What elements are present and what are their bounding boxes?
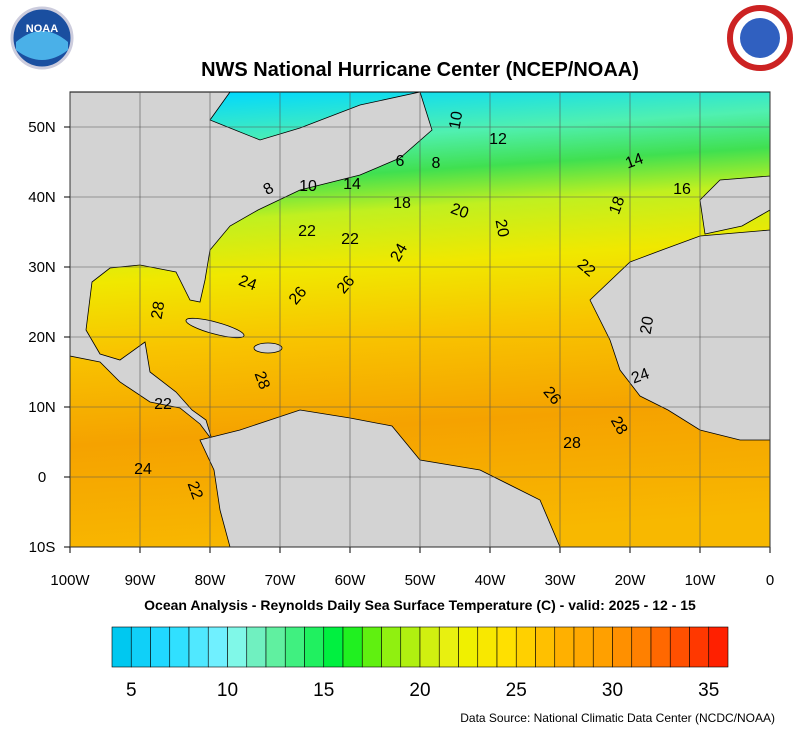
lon-tick-label: 0: [766, 572, 774, 589]
noaa-logo-wave: [16, 31, 68, 60]
colorbar: 5 10 15 20 25 30 35: [111, 626, 729, 701]
graticule: 100W 90W 80W 70W 60W 50W 40W 30W 20W 10W 0 50N 40N 30…: [28, 92, 774, 589]
colorbar-box: [361, 626, 382, 668]
contour-label: 6: [396, 153, 405, 170]
colorbar-box: [573, 626, 594, 668]
colorbar-box: [150, 626, 171, 668]
contour-label: 22: [154, 396, 172, 413]
contour-label: 22: [184, 479, 206, 502]
contour-label: 10: [299, 178, 317, 195]
contour-label: 28: [149, 300, 169, 321]
contour-label: 12: [489, 131, 507, 148]
lon-tick-label: 90W: [125, 572, 157, 589]
colorbar-box: [592, 626, 613, 668]
colorbar-box: [207, 626, 228, 668]
colorbar-box: [284, 626, 305, 668]
land-hispaniola: [253, 342, 283, 354]
colorbar-box: [554, 626, 575, 668]
colorbar-box: [130, 626, 151, 668]
colorbar-box: [515, 626, 536, 668]
colorbar-box: [323, 626, 344, 668]
source: Data Source: National Climatic Data Cent…: [460, 711, 775, 725]
colorbar-box: [227, 626, 248, 668]
lon-tick-label: 70W: [265, 572, 297, 589]
lat-tick-label: 10S: [29, 539, 56, 556]
colorbar-box: [381, 626, 402, 668]
contour-label: 14: [623, 150, 646, 172]
lon-tick-label: 50W: [405, 572, 437, 589]
contour-label: 24: [236, 272, 259, 294]
land-south-america: [199, 409, 561, 548]
contour-label: 10: [447, 110, 467, 131]
contour-label: 24: [134, 461, 152, 478]
colorbar-box: [438, 626, 459, 668]
contour-label: 28: [251, 369, 273, 392]
lon-tick-label: 30W: [545, 572, 577, 589]
colorbar-label: 15: [313, 680, 334, 701]
contour-label: 28: [563, 435, 581, 452]
colorbar-box: [535, 626, 556, 668]
land-africa: [589, 229, 771, 441]
colorbar-label: 25: [506, 680, 527, 701]
colorbar-box: [111, 626, 132, 668]
contour-label: 18: [606, 194, 628, 217]
contour-label: 18: [393, 195, 411, 212]
subtitle: Ocean Analysis - Reynolds Daily Sea Surf…: [144, 597, 696, 613]
lat-tick-label: 50N: [28, 119, 56, 136]
lon-tick-label: 80W: [195, 572, 227, 589]
colorbar-label: 20: [409, 680, 430, 701]
contour-label: 28: [607, 414, 631, 438]
colorbar-label: 35: [698, 680, 719, 701]
contour-label: 24: [629, 365, 652, 387]
colorbar-box: [612, 626, 633, 668]
lon-tick-label: 100W: [50, 572, 90, 589]
nws-logo-inner: [740, 18, 780, 58]
colorbar-box: [496, 626, 517, 668]
colorbar-box: [304, 626, 325, 668]
contour-label: 24: [387, 241, 411, 265]
lon-tick-label: 10W: [685, 572, 717, 589]
contour-label: 20: [638, 315, 658, 336]
colorbar-box: [689, 626, 710, 668]
lat-tick-label: 0: [38, 469, 46, 486]
colorbar-label: 10: [217, 680, 238, 701]
contour-label: 20: [492, 218, 512, 239]
colorbar-label: 5: [126, 680, 137, 701]
map: 100W 90W 80W 70W 60W 50W 40W 30W 20W 10W 0 50N 40N 30…: [28, 91, 774, 589]
lat-tick-label: 20N: [28, 329, 56, 346]
colorbar-box: [246, 626, 267, 668]
colorbar-box: [400, 626, 421, 668]
colorbar-box: [419, 626, 440, 668]
contour-label: 20: [448, 200, 471, 222]
colorbar-box: [342, 626, 363, 668]
contour-label: 16: [673, 181, 691, 198]
lon-tick-label: 60W: [335, 572, 367, 589]
colorbar-box: [169, 626, 190, 668]
logo-text: NOAA: [26, 23, 58, 35]
lon-tick-label: 20W: [615, 572, 647, 589]
colorbar-box: [265, 626, 286, 668]
colorbar-box: [669, 626, 690, 668]
lat-tick-label: 40N: [28, 189, 56, 206]
colorbar-box: [188, 626, 209, 668]
contour-label: 22: [298, 223, 316, 240]
land-cuba: [185, 317, 245, 339]
colorbar-box: [708, 626, 729, 668]
colorbar-label: 30: [602, 680, 623, 701]
contour-label: 22: [341, 231, 359, 248]
contour-label: 14: [343, 176, 361, 193]
colorbar-box: [631, 626, 652, 668]
contour-label: 8: [432, 155, 441, 172]
lon-tick-label: 40W: [475, 572, 507, 589]
colorbar-box: [650, 626, 671, 668]
title: NWS National Hurricane Center (NCEP/NOAA…: [201, 59, 639, 81]
colorbar-box: [477, 626, 498, 668]
lat-tick-label: 30N: [28, 259, 56, 276]
lat-tick-label: 10N: [28, 399, 56, 416]
colorbar-box: [458, 626, 479, 668]
